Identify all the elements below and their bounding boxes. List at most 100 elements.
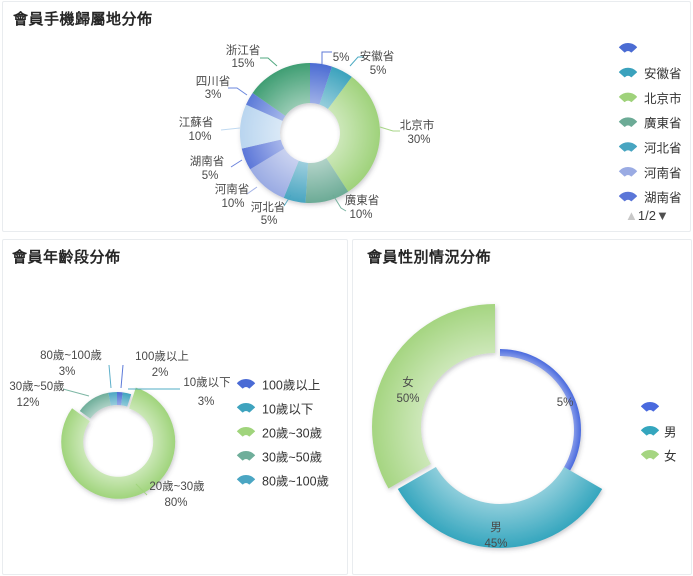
legend-label: 80歲~100歲 [262, 474, 329, 488]
slice-label: 安徽省 [360, 49, 395, 63]
legend-label: 安徽省 [644, 66, 682, 81]
phone-distribution-chart: 5% 安徽省5%北京市30%廣東省10%河北省5%河南省10%湖南省5%江蘇省10… [179, 43, 682, 227]
legend-marker-icon [236, 451, 256, 461]
slice-label: 100歲以上 [135, 349, 189, 363]
slice-label: 5% [370, 65, 387, 77]
slice-label: 80% [164, 497, 187, 509]
slice-label: 12% [16, 397, 39, 409]
pie-slice[interactable] [500, 349, 582, 471]
legend-item[interactable]: 10歲以下 [236, 402, 313, 416]
pie-slice[interactable] [252, 63, 310, 116]
legend-label: 河北省 [644, 141, 682, 155]
legend-item[interactable]: 20歲~30歲 [236, 426, 322, 440]
pie-slice[interactable] [245, 92, 286, 121]
legend-label: 10歲以下 [262, 402, 313, 416]
legend-item[interactable]: 100歲以上 [236, 378, 320, 392]
legend-marker-icon [618, 117, 638, 127]
slice-label: 30% [407, 134, 430, 146]
legend-marker-icon [618, 142, 638, 152]
legend-marker-icon [236, 427, 256, 437]
legend-item[interactable]: 北京市 [618, 91, 682, 106]
label-leader-line [379, 126, 400, 132]
slice-label: 浙江省 [226, 44, 261, 57]
legend-marker-icon [236, 403, 256, 413]
legend-marker-icon [640, 450, 660, 460]
slice-label: 男 [490, 522, 502, 534]
slice-label: 3% [198, 396, 215, 408]
pie-slice[interactable] [310, 63, 333, 105]
label-leader-line [230, 159, 243, 168]
legend-item[interactable]: 女 [640, 448, 677, 463]
legend-marker-icon [640, 402, 660, 412]
slice-label: 河北省 [251, 201, 286, 214]
slice-label: 5% [202, 170, 219, 182]
legend-item[interactable]: 80歲~100歲 [236, 474, 329, 488]
pie-slice[interactable] [117, 392, 123, 406]
legend-label: 廣東省 [644, 117, 682, 131]
slice-label: 5% [557, 397, 574, 409]
slice-label: 北京市 [400, 118, 435, 132]
pie-slice[interactable] [121, 392, 132, 407]
pie-slice[interactable] [397, 467, 603, 548]
slice-label: 15% [231, 58, 254, 70]
slice-label: 5% [261, 215, 278, 227]
legend-label: 北京市 [644, 91, 682, 106]
pie-slice[interactable] [61, 387, 176, 499]
legend-page-label: 1/2 [637, 208, 656, 223]
age-chart-title: 會員年齡段分佈 [12, 249, 121, 266]
pie-slice[interactable] [241, 139, 285, 170]
slice-label: 廣東省 [345, 193, 380, 207]
slice-label: 2% [152, 367, 169, 379]
slice-label: 河南省 [215, 182, 250, 196]
legend-item[interactable]: 男 [640, 425, 677, 439]
gender-chart-title: 會員性別情況分佈 [367, 249, 492, 266]
legend-item[interactable]: 安徽省 [618, 66, 682, 81]
slice-label: 45% [484, 538, 507, 550]
pie-slice[interactable] [79, 392, 111, 419]
legend-next-icon[interactable]: ▼ [655, 208, 669, 223]
legend-prev-icon[interactable]: ▲ [625, 208, 638, 223]
label-leader-line [321, 51, 332, 64]
pie-slice[interactable] [326, 76, 381, 192]
legend-item[interactable]: 湖南省 [618, 190, 682, 205]
slice-label: 3% [205, 89, 222, 101]
legend-label: 湖南省 [644, 190, 682, 205]
gender-distribution-chart: 5%男45%女50%男女 [372, 304, 677, 550]
legend-item[interactable]: 河北省 [618, 141, 682, 155]
slice-label: 10% [188, 131, 211, 143]
legend-item[interactable]: 30歲~50歲 [236, 450, 322, 464]
legend-marker-icon [618, 92, 638, 103]
slice-label: 80歲~100歲 [40, 348, 102, 362]
legend-pagination: ▲1/2▼ [625, 208, 669, 223]
legend-item[interactable] [618, 43, 638, 53]
pie-slice[interactable] [108, 392, 117, 406]
label-leader-line [260, 57, 278, 67]
pie-slice[interactable] [240, 104, 283, 149]
legend-item[interactable]: 河南省 [618, 165, 682, 180]
pie-slice[interactable] [250, 148, 299, 198]
legend-item[interactable]: 廣東省 [618, 117, 682, 131]
pie-slice[interactable] [372, 304, 495, 489]
legend-marker-icon [618, 167, 638, 177]
legend-label: 20歲~30歲 [262, 426, 322, 440]
label-leader-line [349, 56, 364, 67]
slice-label: 10% [349, 209, 372, 221]
legend-marker-icon [236, 475, 256, 485]
pie-slice[interactable] [319, 66, 352, 109]
pie-slice[interactable] [283, 160, 309, 203]
legend-item[interactable] [640, 402, 660, 412]
pie-slice[interactable] [305, 158, 349, 204]
legend-marker-icon [618, 191, 638, 202]
slice-label: 5% [333, 52, 350, 64]
slice-label: 江蘇省 [179, 116, 214, 129]
slice-label: 四川省 [196, 75, 231, 88]
slice-label: 3% [59, 366, 76, 378]
phone-chart-title: 會員手機歸屬地分佈 [13, 11, 153, 28]
label-leader-line [228, 87, 248, 96]
label-leader-line [108, 364, 112, 389]
label-leader-line [62, 388, 90, 397]
label-leader-line [135, 483, 148, 496]
slice-label: 湖南省 [190, 154, 225, 168]
label-leader-line [332, 194, 347, 212]
